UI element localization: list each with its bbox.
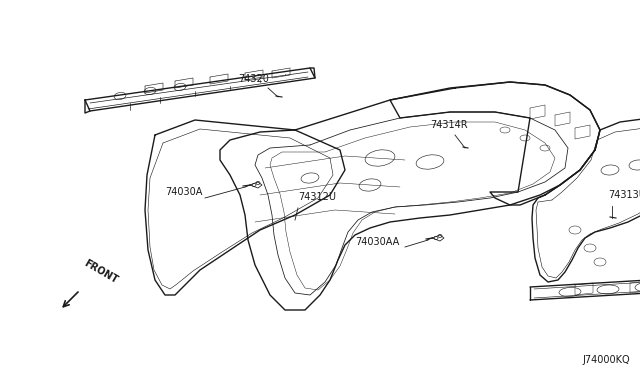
Text: J74000KQ: J74000KQ xyxy=(582,355,630,365)
Text: 74030A: 74030A xyxy=(165,187,202,197)
Text: FRONT: FRONT xyxy=(82,258,119,285)
Text: 74314R: 74314R xyxy=(430,120,468,130)
Text: 74320: 74320 xyxy=(238,74,269,84)
Text: 74030AA: 74030AA xyxy=(355,237,399,247)
Text: 74312U: 74312U xyxy=(298,192,336,202)
Text: 74313U: 74313U xyxy=(608,190,640,200)
